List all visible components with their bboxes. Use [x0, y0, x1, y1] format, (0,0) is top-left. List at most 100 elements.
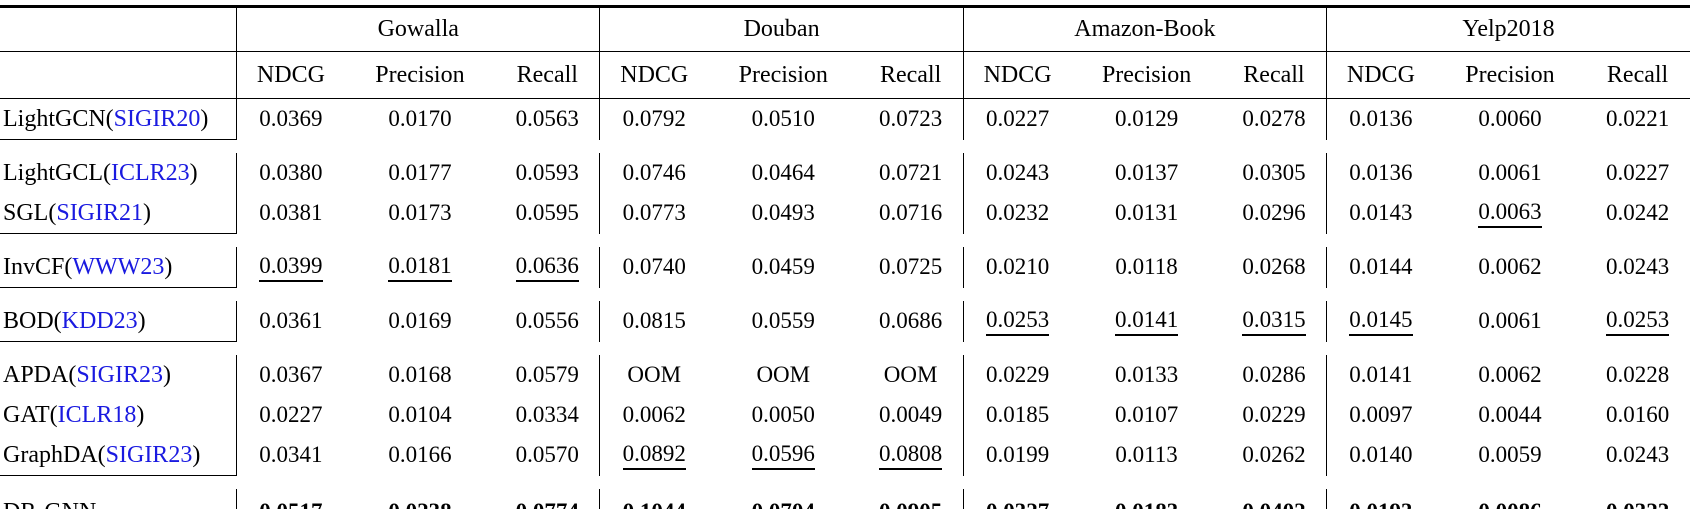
- model-label-cell: LightGCN(SIGIR20): [0, 99, 237, 140]
- table-body: LightGCN(SIGIR20) 0.0369 0.0170 0.0563 0.079…: [0, 98, 1690, 509]
- model-name: InvCF: [3, 253, 65, 280]
- group-separator-row: [0, 139, 1690, 153]
- model-label-cell: DR-GNN: [0, 489, 237, 509]
- metric-value-cell: 0.0746: [599, 153, 709, 193]
- group-separator-rule: [0, 475, 237, 489]
- metric-value-cell: 0.0381: [236, 193, 345, 234]
- model-row-sgl: SGL(SIGIR21) 0.0381 0.0173 0.0595 0.0773 0.04…: [0, 193, 1690, 234]
- paren-close: ): [163, 361, 172, 388]
- metric-value-cell: 0.0253: [1585, 301, 1690, 342]
- metric-value-cell: 0.0315: [1222, 301, 1327, 342]
- metric-value-cell: 0.0740: [599, 247, 709, 288]
- metric-value-cell: 0.0136: [1326, 98, 1435, 140]
- metric-value: 0.0183: [1115, 499, 1178, 509]
- metric-value: 0.0808: [878, 442, 943, 470]
- metric-value: 0.0136: [1349, 160, 1413, 185]
- metric-value: 0.0570: [515, 442, 579, 468]
- metric-value-cell: 0.0278: [1222, 99, 1327, 140]
- venue-citation-link[interactable]: SIGIR20: [113, 105, 201, 132]
- metric-value-cell: 0.0044: [1435, 395, 1585, 435]
- metric-value: 0.0746: [622, 160, 686, 185]
- metric-value: 0.0243: [985, 160, 1050, 185]
- metric-value-cell: 0.0402: [1222, 489, 1327, 509]
- metric-value: 0.0740: [622, 254, 686, 280]
- venue-citation-link[interactable]: ICLR18: [57, 401, 137, 428]
- venue-citation-link[interactable]: ICLR23: [111, 159, 190, 186]
- metric-value: 0.0773: [622, 200, 686, 226]
- metric-value-cell: 0.0129: [1071, 99, 1221, 140]
- metric-value-cell: 0.0137: [1071, 153, 1221, 193]
- group-separator-gap: [237, 288, 1690, 302]
- metric-header-precision: Precision: [344, 51, 496, 99]
- metric-value-cell: 0.0773: [599, 193, 709, 234]
- metric-value: 0.0104: [388, 402, 452, 427]
- venue-citation-link[interactable]: KDD23: [61, 307, 138, 334]
- metric-value: 0.0596: [751, 442, 815, 470]
- metric-value-cell: 0.0774: [495, 489, 600, 509]
- metric-value: 0.0704: [752, 499, 815, 509]
- venue-citation-link[interactable]: WWW23: [72, 253, 165, 280]
- metric-value: 0.0559: [751, 308, 815, 334]
- metric-value-cell: 0.0210: [962, 247, 1072, 288]
- metric-value-cell: 0.0136: [1326, 153, 1435, 193]
- table-header: Gowalla Douban Amazon-Book Yelp2018 NDCG Prec…: [0, 6, 1690, 99]
- metric-value: 0.0723: [878, 106, 943, 132]
- metric-value: 0.0140: [1349, 442, 1413, 468]
- metric-value: 0.0118: [1115, 254, 1178, 280]
- model-name: DR-GNN: [3, 499, 96, 509]
- metric-header-row: NDCG Precision Recall NDCG Precision Recall ND…: [0, 51, 1690, 99]
- model-label-cell: GAT(ICLR18): [0, 395, 237, 435]
- group-separator-row: [0, 341, 1690, 355]
- paren-open: (: [68, 361, 77, 388]
- benchmark-results-table: Gowalla Douban Amazon-Book Yelp2018 NDCG Prec…: [0, 5, 1690, 509]
- metric-value-cell: 0.0199: [962, 435, 1072, 476]
- dataset-header-douban: Douban: [599, 6, 964, 52]
- metric-value-cell: 0.0808: [858, 435, 963, 476]
- metric-value: 0.0062: [1478, 254, 1542, 280]
- metric-value-cell: 0.0493: [708, 193, 858, 234]
- group-separator-rule: [0, 287, 237, 301]
- metric-header-ndcg: NDCG: [599, 51, 709, 99]
- metric-value: 0.0361: [259, 308, 323, 334]
- metric-value-cell: 0.0131: [1071, 193, 1221, 234]
- model-row-gat: GAT(ICLR18) 0.0227 0.0104 0.0334 0.0062 0.005…: [0, 395, 1690, 435]
- metric-value: 0.0725: [878, 254, 943, 280]
- metric-value-cell: 0.0596: [708, 435, 858, 476]
- metric-value-cell: 0.0169: [345, 301, 495, 342]
- paren-open: (: [97, 441, 106, 468]
- metric-value: OOM: [883, 362, 938, 387]
- metric-value: 0.0062: [1478, 362, 1542, 387]
- metric-value-cell: 0.0228: [1585, 355, 1690, 395]
- metric-value-cell: 0.0183: [1071, 489, 1221, 509]
- metric-value: 0.0170: [388, 106, 452, 132]
- metric-value: 0.0136: [1349, 106, 1413, 132]
- metric-value: 0.0579: [515, 362, 579, 387]
- metric-value: 0.0185: [985, 402, 1050, 427]
- metric-value-cell: 0.0227: [236, 395, 345, 435]
- metric-value-cell: 0.0062: [1435, 247, 1585, 288]
- metric-value-cell: 0.0141: [1326, 355, 1435, 395]
- metric-value: 0.0243: [1605, 254, 1670, 280]
- venue-citation-link[interactable]: SIGIR23: [105, 441, 193, 468]
- model-row-graphda: GraphDA(SIGIR23) 0.0341 0.0166 0.0570 0.0892…: [0, 435, 1690, 476]
- paren-open: (: [48, 199, 57, 226]
- venue-citation-link[interactable]: SIGIR23: [76, 361, 164, 388]
- model-row-apda: APDA(SIGIR23) 0.0367 0.0168 0.0579 OOM OOM OOM…: [0, 355, 1690, 395]
- metric-value-cell: 0.0716: [858, 193, 963, 234]
- metric-value: 0.0381: [259, 200, 323, 226]
- metric-value-cell: 0.0721: [858, 153, 963, 193]
- metric-value-cell: 0.0173: [345, 193, 495, 234]
- metric-value-cell: 0.0113: [1071, 435, 1221, 476]
- model-row-bod: BOD(KDD23) 0.0361 0.0169 0.0556 0.0815 0.0559…: [0, 301, 1690, 342]
- metric-value-cell: 0.0723: [858, 99, 963, 140]
- metric-value: 0.0369: [259, 106, 323, 132]
- paren-open: (: [53, 307, 62, 334]
- metric-value: 0.0792: [622, 106, 686, 132]
- model-label-cell: InvCF(WWW23): [0, 247, 237, 288]
- metric-header-recall: Recall: [1585, 51, 1690, 99]
- venue-citation-link[interactable]: SIGIR21: [56, 199, 144, 226]
- metric-header-recall: Recall: [495, 51, 600, 99]
- metric-value-cell: 0.0170: [345, 99, 495, 140]
- metric-value: 0.0815: [622, 308, 686, 334]
